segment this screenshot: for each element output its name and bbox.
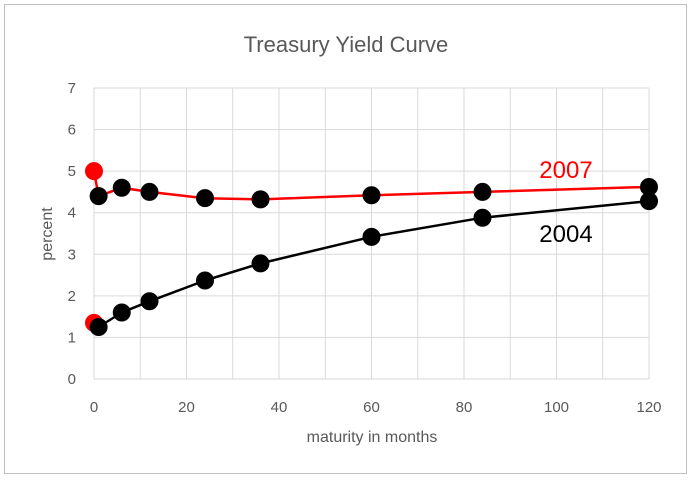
data-point-2007	[140, 182, 159, 201]
data-point-2007	[196, 189, 214, 208]
data-point-2004	[640, 192, 658, 211]
x-tick-label: 20	[178, 399, 195, 416]
data-point-2004	[196, 271, 214, 290]
data-point-2007	[89, 187, 108, 206]
data-point-2004	[473, 208, 492, 227]
y-tick-label: 5	[68, 163, 76, 180]
x-tick-label: 100	[544, 399, 569, 416]
data-point-2007	[112, 178, 131, 197]
y-tick-labels: 0 1 2 3 4 5 6 7	[68, 80, 76, 388]
data-point-2007	[362, 186, 381, 205]
x-tick-label: 0	[90, 399, 98, 416]
data-point-2004	[251, 254, 270, 273]
x-tick-label: 60	[363, 399, 380, 416]
y-tick-label: 1	[68, 329, 76, 346]
data-point-2007	[473, 182, 492, 201]
x-tick-labels: 0 20 40 60 80 100 120	[90, 399, 662, 416]
series-label-2007: 2007	[539, 157, 592, 184]
x-axis-label: maturity in months	[307, 429, 438, 446]
grid	[93, 87, 650, 380]
data-point-2007	[251, 190, 270, 209]
chart-title: Treasury Yield Curve	[244, 32, 449, 57]
data-point-2004	[89, 318, 108, 337]
x-tick-label: 40	[271, 399, 288, 416]
chart-frame	[4, 4, 687, 474]
series-group	[85, 162, 658, 337]
data-point-2004	[140, 292, 159, 311]
data-point-2004	[112, 303, 131, 322]
y-tick-label: 4	[68, 205, 76, 222]
y-tick-label: 7	[68, 80, 76, 97]
x-tick-label: 80	[456, 399, 473, 416]
series-label-2004: 2004	[539, 221, 592, 248]
x-tick-label: 120	[636, 399, 661, 416]
data-point-2007	[85, 162, 103, 181]
y-axis-label: percent	[39, 207, 56, 261]
y-tick-label: 0	[68, 371, 76, 388]
y-tick-label: 3	[68, 246, 76, 263]
y-tick-label: 6	[68, 122, 76, 139]
y-tick-label: 2	[68, 288, 76, 305]
data-point-2004	[362, 227, 381, 246]
